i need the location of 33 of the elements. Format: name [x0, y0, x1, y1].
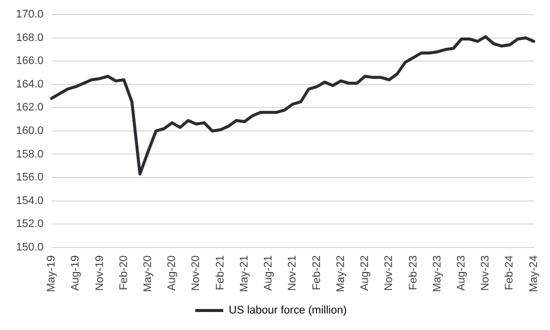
- y-tick-label: 158.0: [16, 148, 44, 160]
- x-tick-label: May-20: [142, 255, 154, 292]
- x-tick-label: May-21: [238, 255, 250, 292]
- y-tick-label: 164.0: [16, 78, 44, 90]
- y-tick-label: 154.0: [16, 194, 44, 207]
- x-tick-label: May-22: [334, 255, 347, 292]
- y-tick-label: 150.0: [16, 241, 44, 254]
- x-tick-label: May-19: [46, 255, 58, 292]
- legend-label: US labour force (million): [228, 304, 347, 317]
- y-tick-label: 160.0: [16, 124, 44, 137]
- x-tick-label: Nov-22: [383, 255, 396, 291]
- x-tick-label: Aug-21: [262, 255, 275, 291]
- y-tick-label: 166.0: [16, 55, 44, 68]
- x-tick-label: Aug-20: [166, 255, 178, 291]
- x-tick-label: Nov-20: [190, 255, 202, 291]
- x-tick-label: Feb-21: [214, 255, 226, 290]
- x-tick-label: Aug-22: [359, 255, 372, 291]
- x-tick-label: Feb-23: [407, 255, 420, 290]
- y-tick-label: 156.0: [16, 172, 44, 184]
- x-tick-label: Nov-23: [480, 255, 492, 291]
- y-tick-label: 168.0: [16, 32, 44, 44]
- y-tick-label: 152.0: [16, 218, 44, 230]
- x-tick-label: Nov-21: [286, 255, 299, 291]
- x-tick-label: May-24: [528, 255, 540, 292]
- x-tick-label: May-23: [431, 255, 444, 292]
- x-tick-label: Aug-19: [70, 255, 82, 291]
- y-tick-label: 170.0: [16, 8, 44, 21]
- y-tick-label: 162.0: [16, 102, 44, 114]
- x-tick-label: Nov-19: [94, 255, 106, 291]
- x-tick-label: Aug-23: [455, 255, 468, 291]
- x-tick-label: Feb-20: [118, 255, 130, 290]
- x-tick-label: Feb-24: [504, 255, 516, 290]
- x-tick-label: Feb-22: [310, 255, 323, 290]
